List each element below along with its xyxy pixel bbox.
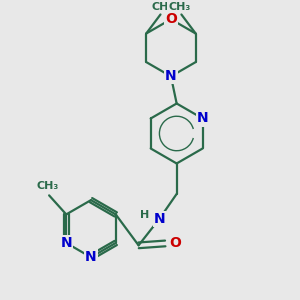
Text: H: H: [140, 210, 149, 220]
Text: N: N: [85, 250, 97, 264]
Text: CH₃: CH₃: [151, 2, 173, 12]
Text: N: N: [197, 112, 208, 125]
Text: CH₃: CH₃: [36, 181, 58, 191]
Text: O: O: [165, 12, 177, 26]
Text: N: N: [60, 236, 72, 250]
Text: N: N: [154, 212, 165, 226]
Text: N: N: [165, 69, 177, 83]
Text: CH₃: CH₃: [168, 2, 190, 12]
Text: O: O: [169, 236, 181, 250]
